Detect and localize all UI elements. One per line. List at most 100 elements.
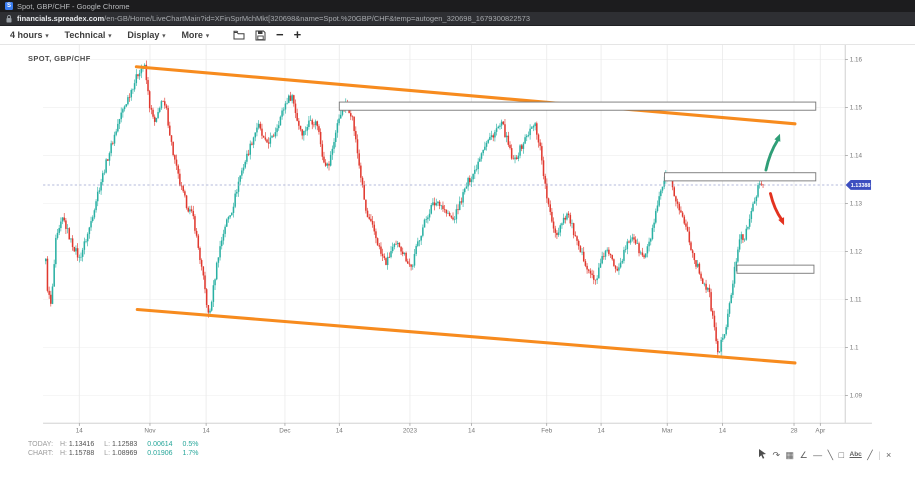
time-tick-label: 14 (719, 427, 727, 434)
candle-body (479, 158, 481, 162)
horizontal-line-icon[interactable]: — (813, 450, 823, 460)
candle-body (91, 217, 94, 222)
angle-tool-icon[interactable]: ∠ (799, 450, 808, 460)
candle-body (93, 210, 96, 218)
time-tick-label: Apr (815, 427, 825, 434)
open-folder-icon[interactable] (233, 30, 245, 40)
candle-body (269, 137, 272, 144)
candle-body (224, 226, 226, 234)
text-tool-icon[interactable]: Abc (849, 451, 862, 458)
candle-body (184, 191, 186, 196)
candle-body (311, 120, 314, 125)
candle-body (391, 246, 394, 252)
price-chart[interactable]: 1.16 1.15 1.14 1.13 1.12 1.11 1.1 1.09 14 Nov 14 De… (0, 45, 915, 478)
candle-body (212, 285, 215, 302)
up-arrow[interactable] (764, 138, 780, 172)
browser-url-bar[interactable]: financials.spreadex.com/en-GB/Home/LiveC… (0, 12, 915, 26)
candle-body (400, 246, 402, 252)
candle-body (561, 223, 563, 226)
candle-body (365, 199, 367, 211)
candle-body (755, 196, 758, 202)
candle-body (546, 183, 548, 199)
candle-body (469, 177, 471, 183)
candle-body (747, 226, 749, 229)
candle-body (373, 224, 376, 232)
candle-body (512, 158, 515, 160)
candle-body (519, 145, 521, 156)
channel-trendline[interactable] (135, 307, 797, 365)
candle-body (470, 179, 473, 183)
time-tick-label: Nov (144, 427, 156, 434)
candle-body (531, 127, 533, 129)
candle-body (195, 230, 198, 236)
candle-body (175, 159, 178, 166)
candle-body (722, 337, 724, 340)
candle-body (150, 108, 153, 110)
candle-body (127, 97, 129, 105)
candle-body (757, 185, 759, 197)
candle-body (517, 155, 520, 159)
candle-body (393, 244, 396, 247)
price-zone-box[interactable] (736, 264, 815, 274)
candle-body (732, 283, 734, 295)
candle-body (742, 234, 744, 240)
more-menu[interactable]: More ▾ (181, 30, 209, 40)
candle-body (452, 217, 454, 220)
url-text[interactable]: financials.spreadex.com/en-GB/Home/LiveC… (17, 14, 530, 23)
candle-body (314, 121, 317, 125)
time-tick-label: 14 (76, 427, 84, 434)
today-change-pct: 0.5% (182, 441, 199, 448)
candle-body (541, 146, 543, 161)
candle-body (148, 91, 151, 109)
ray-tool-icon[interactable]: ╱ (867, 450, 873, 460)
candle-body (138, 73, 141, 77)
down-arrow[interactable] (769, 192, 784, 222)
candle-body (720, 339, 722, 352)
display-menu[interactable]: Display ▾ (127, 30, 165, 40)
candle-body (623, 249, 625, 261)
trend-line-icon[interactable]: ╲ (827, 450, 834, 460)
time-tick-label: 28 (791, 427, 799, 434)
channel-trendline[interactable] (134, 65, 797, 126)
candle-body (408, 263, 411, 265)
candle-body (100, 182, 102, 191)
candle-body (177, 165, 179, 174)
candle-body (120, 112, 122, 120)
candle-body (536, 123, 538, 135)
candle-body (220, 240, 223, 247)
candle-body (472, 173, 474, 180)
candle-body (75, 248, 77, 252)
delete-tool-icon[interactable]: × (886, 450, 892, 460)
candle-body (442, 205, 444, 210)
candle-body (718, 351, 721, 353)
zoom-out-button[interactable]: − (275, 27, 284, 42)
candle-body (410, 264, 412, 267)
zoom-in-button[interactable]: + (293, 27, 302, 42)
crosshair-arrow-icon[interactable]: ↷ (772, 450, 781, 460)
candle-body (544, 175, 546, 184)
save-icon[interactable] (255, 30, 266, 41)
candle-body (58, 228, 60, 233)
candle-body (616, 268, 619, 271)
candle-body (706, 287, 709, 290)
candle-body (153, 116, 156, 122)
today-high-value: 1.13416 (68, 441, 95, 448)
candle-body (688, 231, 691, 243)
rectangle-tool-icon[interactable]: □ (838, 450, 844, 460)
pointer-icon[interactable] (758, 449, 767, 461)
low-label: L: (104, 449, 111, 457)
candle-body (291, 95, 293, 101)
timeframe-menu[interactable]: 4 hours ▾ (10, 30, 49, 40)
candle-body (660, 190, 662, 197)
candle-body (78, 256, 81, 258)
candle-body (499, 125, 501, 127)
price-zone-box[interactable] (664, 172, 817, 182)
candle-body (210, 301, 213, 311)
candle-body (520, 145, 523, 149)
candle-body (165, 105, 168, 109)
technical-menu[interactable]: Technical ▾ (65, 30, 112, 40)
candle-body (636, 243, 639, 244)
fibonacci-icon[interactable]: ▦ (785, 450, 795, 460)
candle-body (474, 169, 476, 174)
price-zone-box[interactable] (338, 101, 817, 111)
